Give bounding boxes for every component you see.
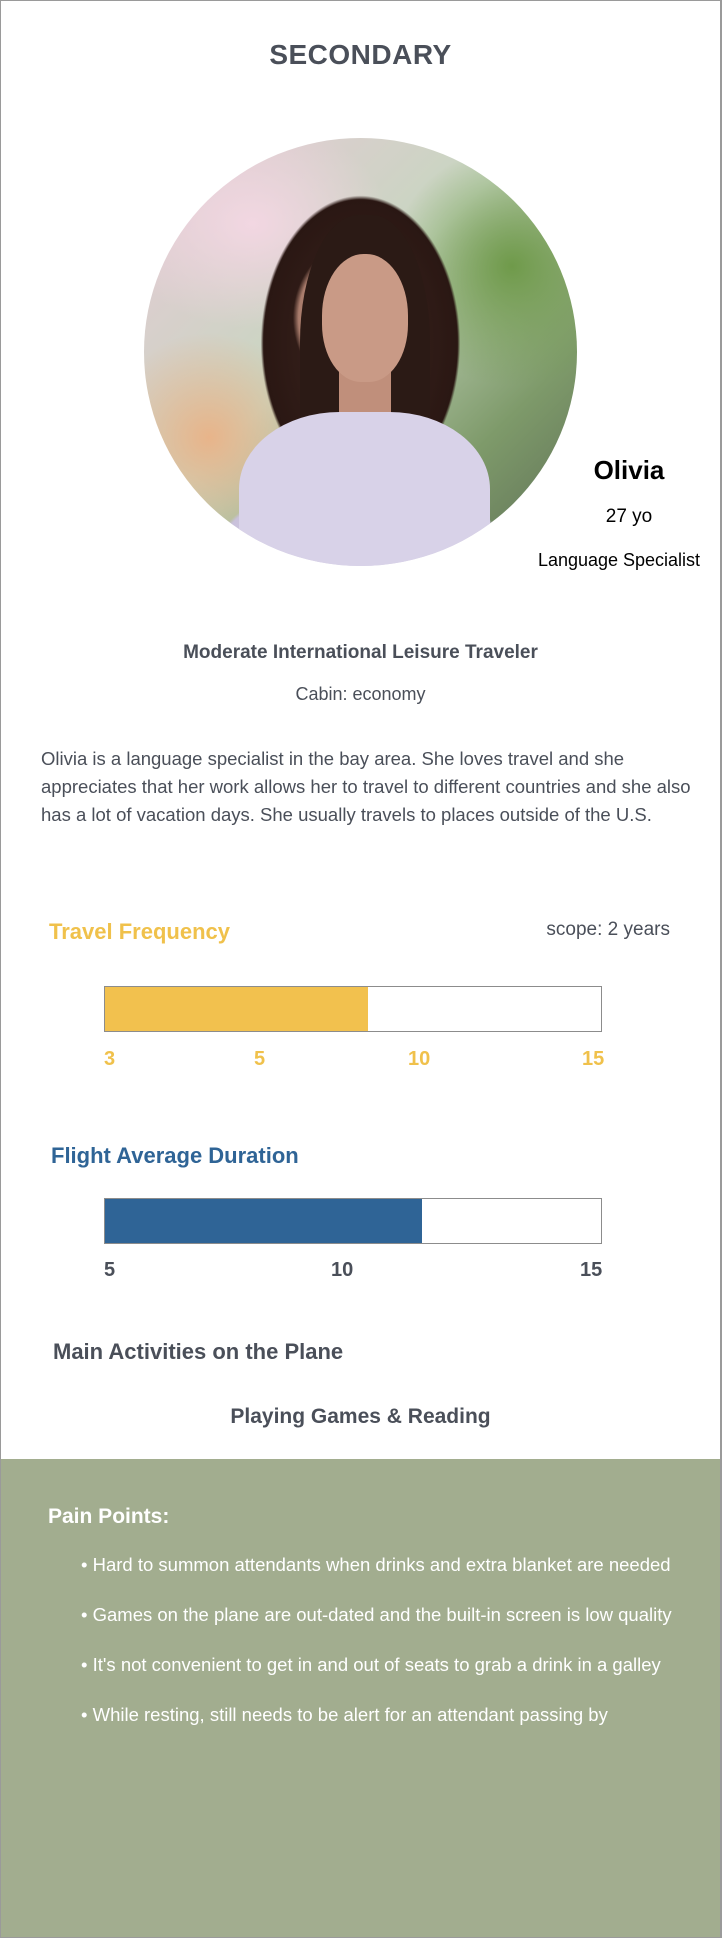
pain-point-item: • It's not convenient to get in and out … xyxy=(81,1654,661,1675)
persona-age: 27 yo xyxy=(605,506,653,527)
page-title: SECONDARY xyxy=(269,39,452,70)
travel-frequency-tick: 10 xyxy=(408,1048,431,1070)
pain-points-title: Pain Points: xyxy=(48,1505,170,1528)
pain-points-section: Pain Points: • Hard to summon attendants… xyxy=(1,1459,720,1937)
activities-value: Playing Games & Reading xyxy=(230,1405,491,1428)
flight-duration-fill xyxy=(105,1199,423,1243)
travel-frequency-tick: 3 xyxy=(104,1048,116,1070)
persona-name: Olivia xyxy=(593,455,665,485)
flight-duration-label: Flight Average Duration xyxy=(51,1143,299,1168)
traveler-type: Moderate International Leisure Traveler xyxy=(183,642,538,663)
pain-point-item: • While resting, still needs to be alert… xyxy=(81,1704,608,1725)
persona-photo xyxy=(144,138,577,566)
flight-duration-bar xyxy=(104,1198,602,1244)
travel-frequency-tick: 15 xyxy=(582,1048,605,1070)
persona-bio: Olivia is a language specialist in the b… xyxy=(41,748,691,825)
flight-duration-tick: 15 xyxy=(580,1259,603,1281)
pain-point-item: • Hard to summon attendants when drinks … xyxy=(81,1554,671,1575)
photo-face xyxy=(321,253,409,382)
travel-frequency-label: Travel Frequency xyxy=(49,919,230,944)
cabin-class: Cabin: economy xyxy=(295,684,426,704)
persona-job: Language Specialist xyxy=(537,550,701,570)
pain-point-item: • Games on the plane are out-dated and t… xyxy=(81,1604,672,1625)
flight-duration-tick: 5 xyxy=(104,1259,116,1281)
travel-frequency-fill xyxy=(105,987,368,1031)
flight-duration-tick: 10 xyxy=(331,1259,354,1281)
photo-shirt xyxy=(239,411,491,566)
travel-frequency-tick: 5 xyxy=(254,1048,266,1070)
activities-label: Main Activities on the Plane xyxy=(53,1339,344,1364)
pain-points-list: • Hard to summon attendants when drinks … xyxy=(81,1551,681,1751)
travel-frequency-scope: scope: 2 years xyxy=(546,919,670,940)
travel-frequency-bar xyxy=(104,986,602,1032)
